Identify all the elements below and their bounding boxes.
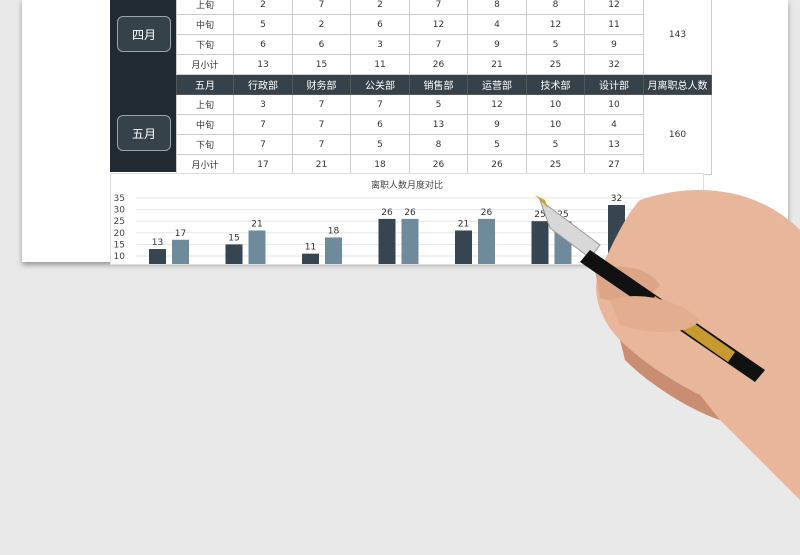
bar — [401, 218, 419, 264]
header-cell: 运营部 — [467, 74, 527, 95]
chart-title: 离职人数月度对比 — [370, 181, 443, 191]
bar — [325, 237, 342, 264]
y-tick-label: 25 — [114, 217, 125, 227]
bar — [248, 230, 266, 264]
y-tick-label: 30 — [114, 206, 126, 216]
april-button[interactable]: 四月 — [117, 16, 171, 52]
header-cell: 设计部 — [584, 74, 644, 95]
y-tick-label: 35 — [114, 194, 125, 204]
bar — [478, 218, 495, 264]
bar — [149, 249, 166, 264]
data-label: 21 — [251, 219, 262, 229]
may-button[interactable]: 五月 — [117, 115, 171, 151]
header-cell: 技术部 — [526, 74, 585, 95]
bar — [302, 253, 319, 264]
data-label: 15 — [228, 233, 239, 243]
data-label: 21 — [458, 219, 469, 229]
y-tick-label: 20 — [114, 229, 126, 239]
table-row: 上旬 3 7 7 5 12 10 10 160 — [176, 94, 712, 175]
data-label: 11 — [305, 243, 316, 253]
data-label: 13 — [152, 238, 163, 248]
resignation-table: 上旬 2 7 2 7 8 8 12 143 中旬 5 2 6 12 4 12 11 下旬 6 6 3 7 9 5 9 月小计 13 1… — [176, 0, 712, 175]
data-label: 26 — [381, 208, 393, 218]
data-label: 32 — [611, 194, 622, 204]
table-row: 月小计 13 15 11 26 21 25 32 — [176, 54, 712, 75]
data-label: 25 — [557, 210, 568, 220]
data-label: 25 — [534, 210, 545, 220]
bar — [455, 230, 472, 264]
y-tick-label: 10 — [114, 252, 126, 262]
table-row: 下旬 6 6 3 7 9 5 9 — [176, 34, 712, 55]
bar — [531, 221, 549, 264]
data-label: 26 — [404, 208, 416, 218]
month-total: 143 — [643, 0, 712, 75]
bar — [225, 244, 243, 264]
header-cell: 五月 — [176, 74, 234, 95]
data-label: 18 — [328, 226, 340, 236]
table-row: 上旬 2 7 2 7 8 8 12 143 — [176, 0, 712, 75]
data-label: 26 — [481, 208, 493, 218]
bar — [172, 239, 189, 264]
bar — [378, 218, 396, 264]
y-tick-label: 15 — [114, 240, 125, 250]
header-cell: 月离职总人数 — [643, 74, 712, 95]
data-label: 17 — [175, 229, 186, 239]
table-header-row: 五月 行政部 财务部 公关部 销售部 运营部 技术部 设计部 月离职总人数 — [176, 74, 712, 95]
table-row: 月小计 17 21 18 26 26 25 27 — [176, 154, 712, 175]
resignation-chart: 离职人数月度对比 10 15 20 25 30 35 13 17 15 21 11 18 26 26 21 2… — [110, 173, 704, 265]
